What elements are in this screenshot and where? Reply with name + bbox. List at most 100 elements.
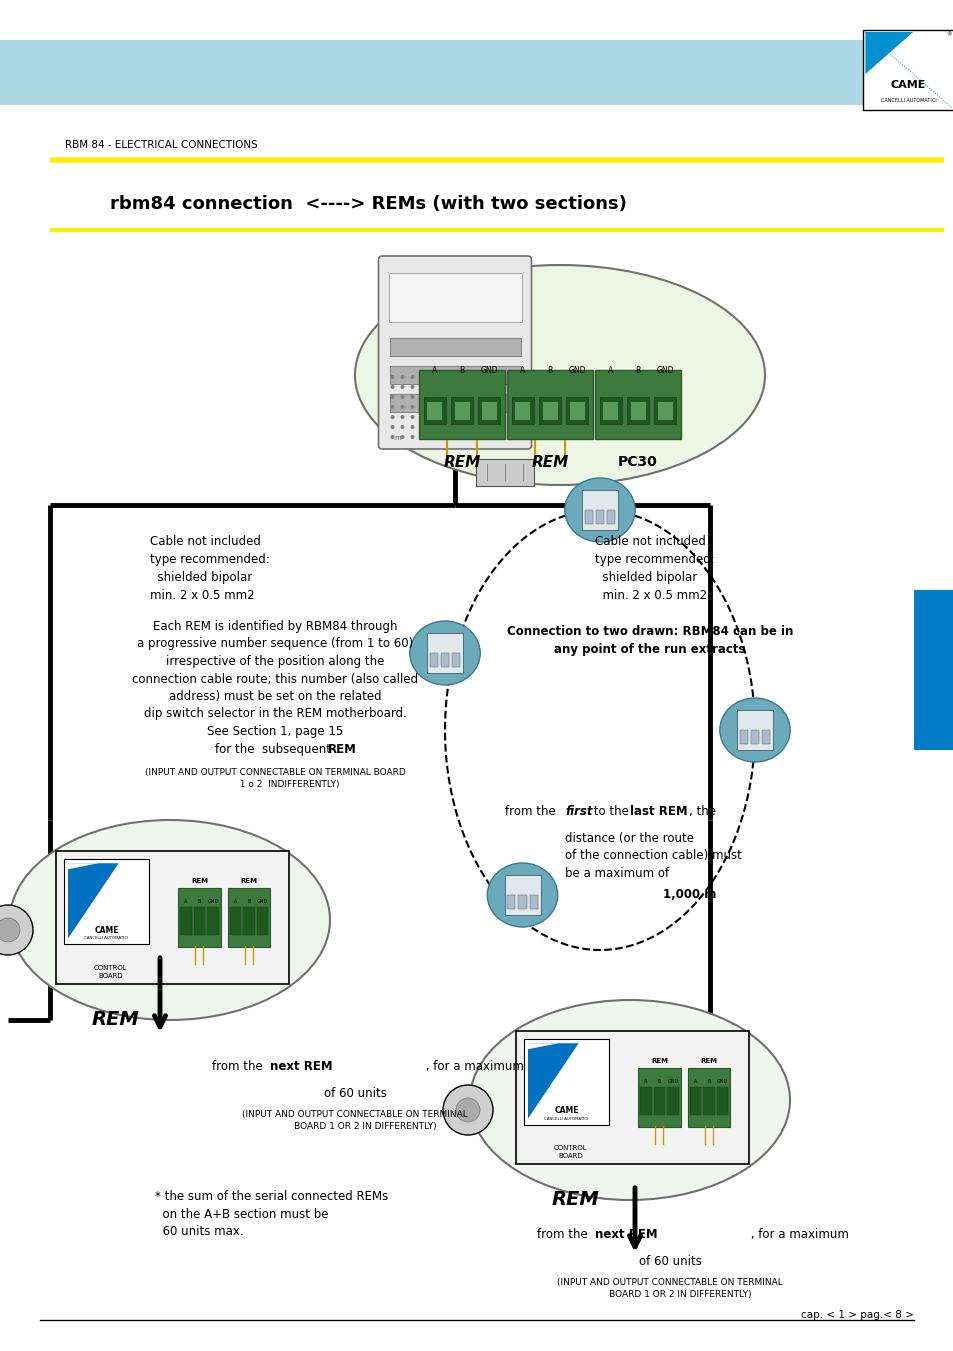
Text: A: A xyxy=(432,366,436,376)
Circle shape xyxy=(410,394,414,399)
FancyBboxPatch shape xyxy=(440,653,449,667)
Text: A: A xyxy=(643,1079,647,1084)
Text: CAME: CAME xyxy=(554,1106,578,1115)
Circle shape xyxy=(400,405,404,409)
Text: rbm84 connection  <----> REMs (with two sections): rbm84 connection <----> REMs (with two s… xyxy=(110,195,626,213)
Text: B: B xyxy=(459,366,464,376)
Text: BOARD: BOARD xyxy=(98,973,123,979)
Text: B: B xyxy=(658,1079,660,1084)
Text: , for a maximum: , for a maximum xyxy=(746,1228,848,1242)
Circle shape xyxy=(430,426,434,430)
FancyBboxPatch shape xyxy=(702,1086,714,1115)
Circle shape xyxy=(400,394,404,399)
Circle shape xyxy=(420,385,424,389)
Text: RBM 84 - ELECTRICAL CONNECTIONS: RBM 84 - ELECTRICAL CONNECTIONS xyxy=(65,141,257,150)
FancyBboxPatch shape xyxy=(737,711,772,750)
FancyBboxPatch shape xyxy=(599,397,621,424)
FancyBboxPatch shape xyxy=(750,730,759,744)
FancyBboxPatch shape xyxy=(566,397,588,424)
FancyBboxPatch shape xyxy=(389,366,520,384)
Circle shape xyxy=(430,376,434,380)
Text: REM: REM xyxy=(191,878,208,884)
FancyBboxPatch shape xyxy=(542,401,557,420)
Text: CANCELLI AUTOMATICI: CANCELLI AUTOMATICI xyxy=(544,1116,588,1120)
Text: REM: REM xyxy=(240,878,257,884)
FancyBboxPatch shape xyxy=(228,888,270,947)
Circle shape xyxy=(430,385,434,389)
Circle shape xyxy=(420,394,424,399)
Text: BOARD: BOARD xyxy=(558,1152,582,1159)
Text: * the sum of the serial connected REMs
  on the A+B section must be
  60 units m: * the sum of the serial connected REMs o… xyxy=(154,1190,388,1238)
Text: GND: GND xyxy=(656,366,674,376)
Text: Rbm
84: Rbm 84 xyxy=(428,412,441,423)
Circle shape xyxy=(456,1098,479,1121)
Ellipse shape xyxy=(470,1000,789,1200)
Text: B: B xyxy=(706,1079,710,1084)
Text: REM: REM xyxy=(700,1058,717,1063)
FancyBboxPatch shape xyxy=(716,1086,727,1115)
FancyBboxPatch shape xyxy=(451,397,473,424)
Bar xyxy=(0,41,886,105)
Text: from the: from the xyxy=(537,1228,595,1242)
Text: from the: from the xyxy=(504,805,558,817)
Text: to the: to the xyxy=(589,805,628,817)
Polygon shape xyxy=(68,863,98,869)
Text: REM: REM xyxy=(91,1011,139,1029)
Circle shape xyxy=(390,385,395,389)
Circle shape xyxy=(390,435,395,439)
Text: CAME: CAME xyxy=(890,80,925,91)
Text: B: B xyxy=(635,366,639,376)
Circle shape xyxy=(430,415,434,419)
Polygon shape xyxy=(68,863,118,939)
FancyBboxPatch shape xyxy=(538,397,560,424)
FancyBboxPatch shape xyxy=(193,907,205,935)
Text: GND: GND xyxy=(256,900,268,904)
FancyBboxPatch shape xyxy=(511,397,533,424)
Circle shape xyxy=(440,376,444,380)
FancyBboxPatch shape xyxy=(378,255,531,449)
Polygon shape xyxy=(527,1043,578,1119)
Bar xyxy=(862,30,953,109)
FancyBboxPatch shape xyxy=(626,397,648,424)
FancyBboxPatch shape xyxy=(739,730,747,744)
Text: B: B xyxy=(197,900,201,904)
Circle shape xyxy=(390,415,395,419)
Circle shape xyxy=(430,394,434,399)
FancyBboxPatch shape xyxy=(653,1086,664,1115)
Text: first: first xyxy=(564,805,592,817)
Circle shape xyxy=(390,426,395,430)
Circle shape xyxy=(400,376,404,380)
FancyBboxPatch shape xyxy=(667,1086,678,1115)
Text: , the: , the xyxy=(688,805,716,817)
FancyBboxPatch shape xyxy=(654,397,676,424)
Polygon shape xyxy=(864,32,912,74)
FancyBboxPatch shape xyxy=(389,338,520,357)
FancyBboxPatch shape xyxy=(596,509,603,524)
Text: B: B xyxy=(547,366,552,376)
Text: of 60 units: of 60 units xyxy=(638,1255,700,1269)
Circle shape xyxy=(400,426,404,430)
Circle shape xyxy=(420,426,424,430)
FancyBboxPatch shape xyxy=(761,730,770,744)
Text: A: A xyxy=(519,366,525,376)
Text: A: A xyxy=(693,1079,697,1084)
Text: GND: GND xyxy=(568,366,585,376)
FancyBboxPatch shape xyxy=(256,907,268,935)
FancyBboxPatch shape xyxy=(477,397,499,424)
Ellipse shape xyxy=(355,265,764,485)
Text: B: B xyxy=(247,900,251,904)
FancyBboxPatch shape xyxy=(689,1086,700,1115)
Circle shape xyxy=(422,405,447,430)
FancyBboxPatch shape xyxy=(389,394,520,412)
FancyBboxPatch shape xyxy=(418,370,504,439)
Circle shape xyxy=(400,435,404,439)
Text: from the: from the xyxy=(212,1061,270,1073)
Circle shape xyxy=(400,385,404,389)
FancyBboxPatch shape xyxy=(658,401,672,420)
Circle shape xyxy=(0,905,33,955)
Text: (INPUT AND OUTPUT CONNECTABLE ON TERMINAL
       BOARD 1 OR 2 IN DIFFERENTLY): (INPUT AND OUTPUT CONNECTABLE ON TERMINA… xyxy=(557,1278,782,1298)
Circle shape xyxy=(390,376,395,380)
Text: 1,000 m: 1,000 m xyxy=(662,888,716,901)
FancyBboxPatch shape xyxy=(523,1039,608,1124)
Circle shape xyxy=(400,415,404,419)
